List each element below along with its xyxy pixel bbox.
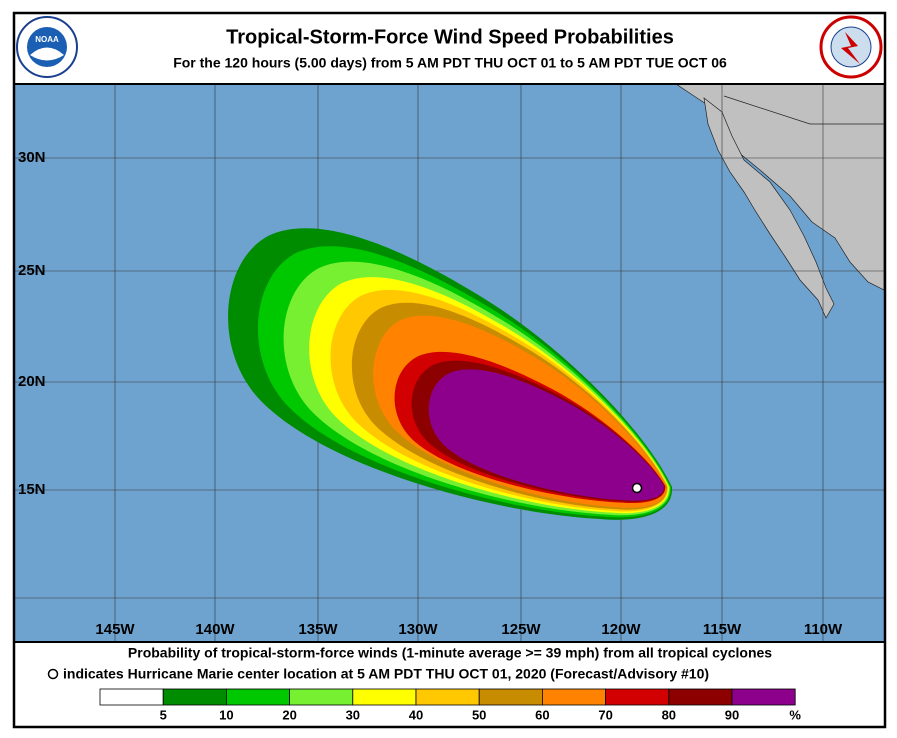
legend-label: 5 [160, 707, 167, 722]
legend-label: 50 [472, 707, 486, 722]
legend-swatch [605, 688, 670, 706]
legend-label: 90 [725, 707, 739, 722]
lon-label: 130W [398, 621, 438, 638]
legend-label: 20 [282, 707, 296, 722]
legend-swatch [289, 688, 354, 706]
land-baja [703, 97, 835, 319]
legend-label: 70 [598, 707, 612, 722]
legend-swatch [225, 688, 290, 706]
lat-label: 25N [18, 262, 46, 279]
lon-label: 140W [195, 621, 235, 638]
legend-swatch [352, 688, 417, 706]
lat-label: 15N [18, 481, 46, 498]
legend-label: 80 [662, 707, 676, 722]
frame [12, 11, 887, 729]
title: Tropical-Storm-Force Wind Speed Probabil… [226, 26, 674, 48]
lat-label: 30N [18, 149, 46, 166]
nws-bolt [841, 32, 860, 64]
legend-swatch [542, 688, 607, 706]
legend-swatch [415, 688, 480, 706]
legend: 5 10 20 30 40 50 60 70 80 90% [99, 688, 801, 722]
lon-label: 145W [95, 621, 135, 638]
lon-label: 120W [601, 621, 641, 638]
lat-label: 20N [18, 373, 46, 390]
legend-swatch [731, 688, 796, 706]
caption-line: Probability of tropical-storm-force wind… [128, 645, 772, 661]
center-symbol [47, 668, 59, 680]
storm-center [631, 482, 643, 494]
legend-label: 40 [409, 707, 423, 722]
subtitle: For the 120 hours (5.00 days) from 5 AM … [173, 55, 727, 71]
legend-swatch [99, 688, 164, 706]
legend-label: 30 [346, 707, 360, 722]
probability-contours [228, 228, 673, 520]
contour [428, 369, 665, 501]
noaa-bird [30, 47, 64, 61]
logo-text: NOAA [35, 35, 59, 44]
lon-label: 135W [298, 621, 338, 638]
lon-label: 110W [804, 621, 843, 638]
caption-line: indicates Hurricane Marie center locatio… [63, 666, 709, 682]
legend-swatch [162, 688, 227, 706]
legend-label: 60 [535, 707, 549, 722]
legend-swatch [668, 688, 733, 706]
legend-swatch [478, 688, 543, 706]
legend-label: 10 [219, 707, 233, 722]
map: 145W 140W 135W 130W 125W 120W 115W 110W 30N 25N 2… [14, 84, 884, 642]
legend-label: % [789, 707, 801, 722]
graticule [14, 84, 884, 642]
lon-label: 125W [501, 621, 541, 638]
noaa-logo-inner [27, 27, 67, 67]
lon-label: 115W [703, 621, 742, 638]
border [723, 95, 884, 125]
